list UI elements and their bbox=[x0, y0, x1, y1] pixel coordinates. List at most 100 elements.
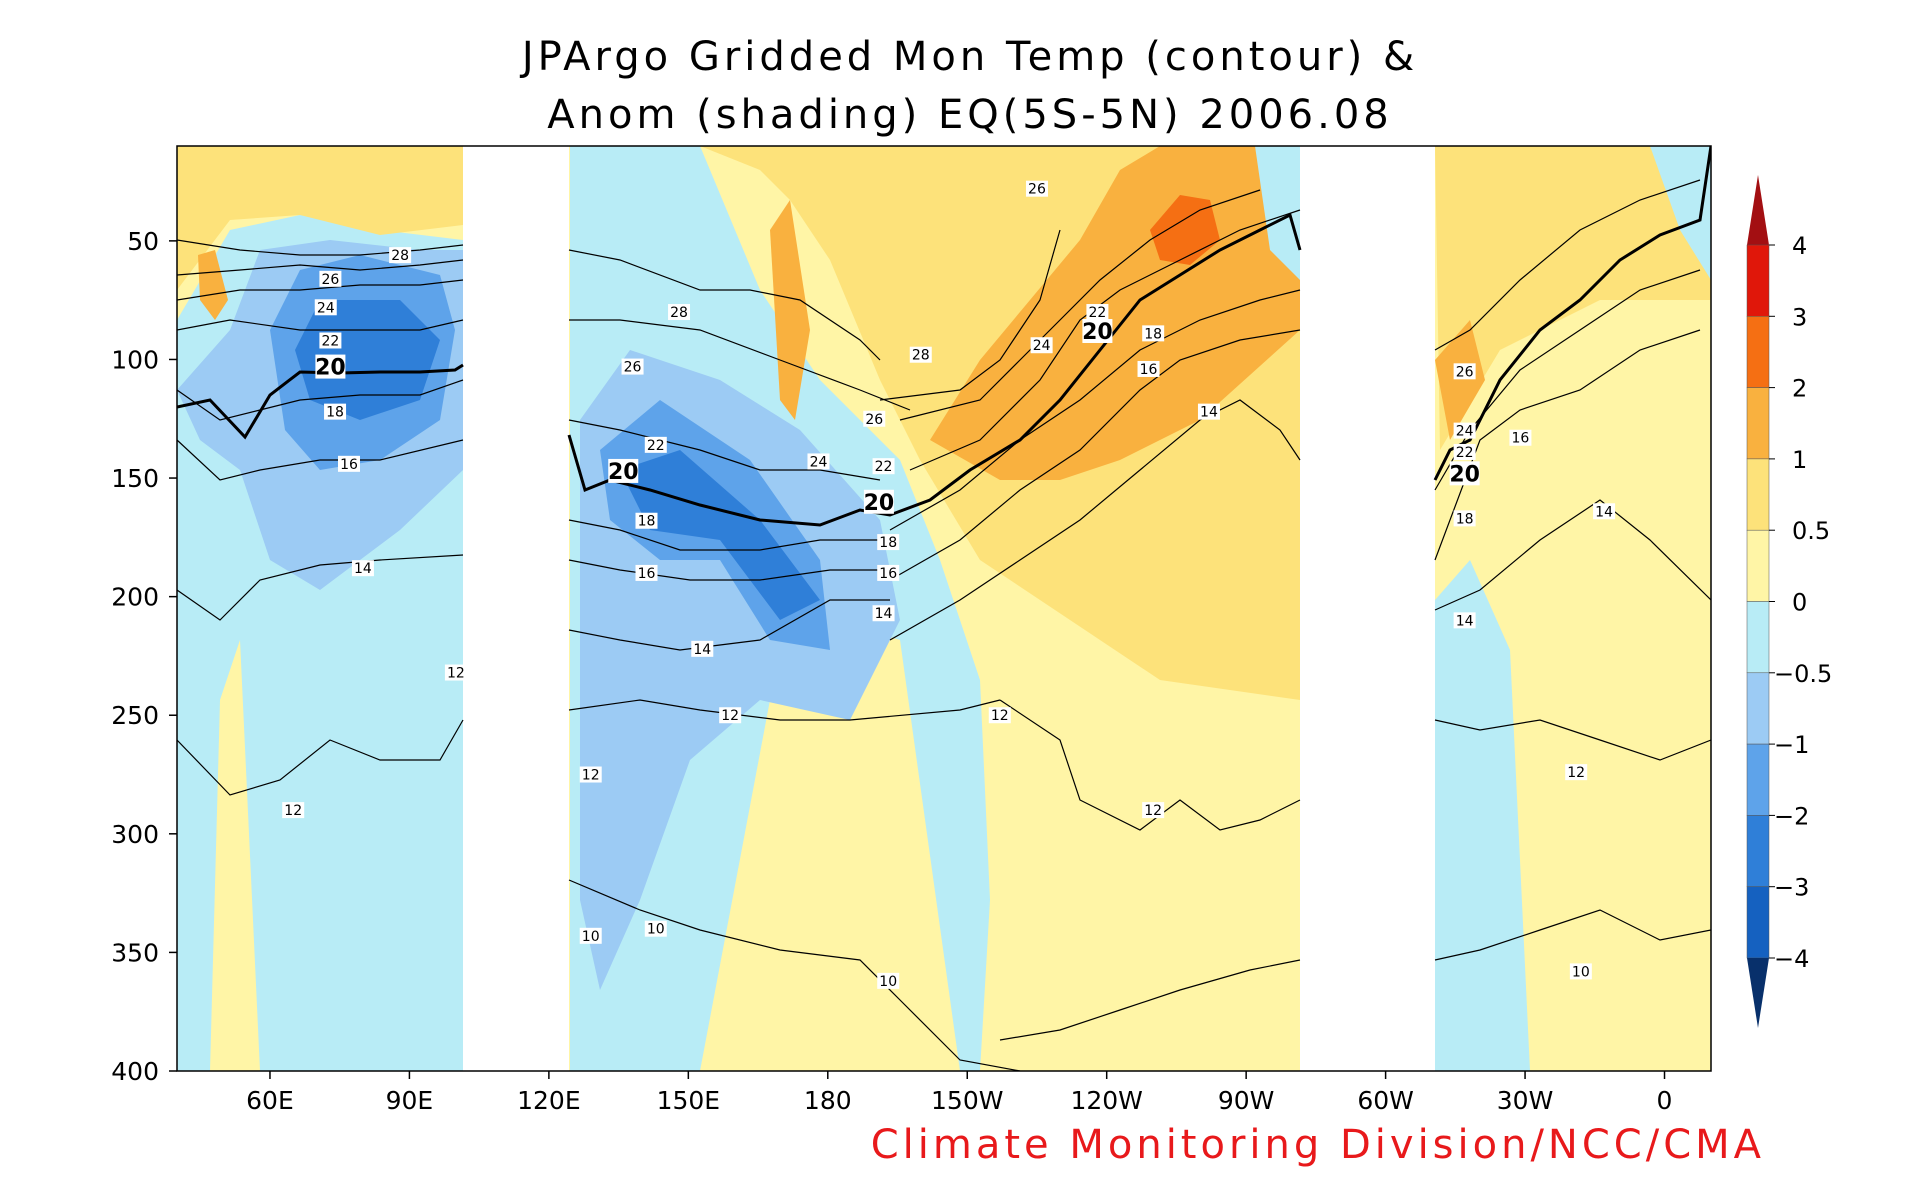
shade-atl-positive bbox=[1435, 146, 1711, 450]
contour-label-bg bbox=[351, 560, 374, 577]
contour-label-bg bbox=[988, 707, 1011, 724]
x-tick-label: 90W bbox=[1218, 1086, 1275, 1115]
contour-label: 22 bbox=[1088, 305, 1106, 321]
colorbar-segment bbox=[1746, 672, 1770, 745]
contour-label: 22 bbox=[321, 333, 339, 349]
contour-label: 24 bbox=[810, 454, 828, 470]
contour-label-bg bbox=[1082, 319, 1113, 343]
contour-label: 12 bbox=[991, 708, 1009, 724]
shade-atl-negative bbox=[1435, 560, 1530, 1071]
y-tick-label: 50 bbox=[127, 227, 159, 256]
contour-label: 16 bbox=[1140, 362, 1158, 378]
contour-label-bg bbox=[319, 332, 342, 349]
contour-label-bg bbox=[644, 920, 667, 937]
contour-label: 10 bbox=[879, 974, 897, 990]
contour-label: 22 bbox=[647, 438, 665, 454]
chart-title-line2: Anom (shading) EQ(5S-5N) 2006.08 bbox=[547, 92, 1392, 138]
contour-label: 20 bbox=[608, 460, 639, 485]
contour-label-bg bbox=[314, 299, 337, 316]
contour-label-bg bbox=[1509, 429, 1532, 446]
colorbar-segment bbox=[1746, 387, 1770, 460]
contour-28-wp bbox=[568, 249, 881, 361]
contour-14-atl bbox=[1434, 499, 1711, 611]
contour-label: 20 bbox=[315, 356, 346, 381]
contour-label-bg bbox=[863, 410, 886, 427]
colorbar-label: 1 bbox=[1792, 446, 1807, 474]
contour-label: 12 bbox=[721, 708, 739, 724]
contour-label: 26 bbox=[1456, 364, 1474, 380]
x-tick-label: 60W bbox=[1357, 1086, 1414, 1115]
contour-label-bg bbox=[1569, 963, 1592, 980]
contour-20-pac bbox=[567, 212, 1302, 527]
x-tick-label: 120W bbox=[1070, 1086, 1142, 1115]
y-tick-label: 250 bbox=[111, 701, 159, 730]
contour-label-bg bbox=[877, 564, 900, 581]
contour-16-ep bbox=[889, 329, 1301, 581]
colorbar-segment bbox=[1746, 815, 1770, 887]
contour-label: 14 bbox=[1456, 613, 1474, 629]
contour-label-bg bbox=[282, 802, 305, 819]
contour-label: 16 bbox=[1511, 431, 1529, 447]
contour-14-wp bbox=[568, 599, 890, 651]
contour-label-bg bbox=[807, 453, 830, 470]
contour-label-bg bbox=[1593, 503, 1616, 520]
contour-label: 18 bbox=[1144, 326, 1162, 342]
x-tick-label: 30W bbox=[1497, 1086, 1554, 1115]
x-tick-label: 120E bbox=[517, 1086, 581, 1115]
contour-18-ep bbox=[889, 289, 1301, 531]
y-tick-label: 150 bbox=[111, 464, 159, 493]
contour-label-bg bbox=[719, 707, 742, 724]
contour-label: 14 bbox=[1200, 405, 1218, 421]
contour-18-atl bbox=[1434, 269, 1701, 491]
contour-label: 14 bbox=[875, 606, 893, 622]
contour-label-bg bbox=[1142, 325, 1165, 342]
colorbar-segment bbox=[1746, 601, 1770, 674]
contour-12-atl bbox=[1434, 719, 1711, 761]
contour-label-bg bbox=[324, 403, 347, 420]
colorbar-segment bbox=[1746, 529, 1770, 602]
contour-label: 14 bbox=[1595, 504, 1613, 520]
y-tick-label: 200 bbox=[111, 583, 159, 612]
y-tick-label: 400 bbox=[111, 1057, 159, 1086]
contour-label: 22 bbox=[875, 459, 893, 475]
contour-label: 28 bbox=[391, 248, 409, 264]
contour-label-bg bbox=[863, 489, 894, 514]
plot-frame bbox=[176, 145, 1712, 1072]
colorbar-label: −4 bbox=[1774, 945, 1809, 973]
contour-label: 26 bbox=[624, 360, 642, 376]
contour-label-bg bbox=[872, 605, 895, 622]
colorbar: 4 3 2 1 0.5 0 −0.5 −1 −2 −3 −4 bbox=[1746, 175, 1832, 1028]
contour-label-bg bbox=[877, 534, 900, 551]
colorbar-label: −2 bbox=[1774, 802, 1809, 830]
contour-label: 16 bbox=[879, 566, 897, 582]
contour-label-bg bbox=[909, 346, 932, 363]
colorbar-label: 2 bbox=[1792, 375, 1807, 403]
contour-label-bg bbox=[872, 458, 895, 475]
x-tick-label: 60E bbox=[246, 1086, 294, 1115]
contour-10-ep bbox=[999, 959, 1301, 1041]
contour-label-bg bbox=[1453, 363, 1476, 380]
contour-26-wp bbox=[569, 319, 911, 411]
colorbar-label: 3 bbox=[1792, 303, 1807, 331]
contour-14-ep bbox=[889, 399, 1301, 641]
contour-label-bg bbox=[1025, 180, 1048, 197]
contour-label-bg bbox=[389, 247, 412, 264]
shade-pac-yellow bbox=[700, 620, 960, 1071]
shade-pac-orange-small bbox=[770, 200, 810, 420]
contour-label: 12 bbox=[284, 803, 302, 819]
contour-28-io bbox=[177, 239, 464, 256]
contour-label-bg bbox=[1142, 802, 1165, 819]
contour-26-ep bbox=[879, 229, 1061, 401]
x-tick-label: 150W bbox=[931, 1086, 1003, 1115]
colorbar-label: −0.5 bbox=[1774, 660, 1832, 688]
shade-io-orange bbox=[198, 250, 228, 320]
contour-label: 22 bbox=[1456, 445, 1474, 461]
contour-label-bg bbox=[579, 927, 602, 944]
shade-atl-blue-right bbox=[1650, 146, 1711, 280]
contour-label: 12 bbox=[1567, 765, 1585, 781]
colorbar-label: 4 bbox=[1792, 232, 1807, 260]
contour-24-ep bbox=[899, 189, 1261, 421]
contour-18-wp bbox=[568, 519, 890, 551]
anomaly-shading bbox=[177, 146, 1711, 1071]
chart-title-line1: JPArgo Gridded Mon Temp (contour) & bbox=[519, 34, 1418, 80]
